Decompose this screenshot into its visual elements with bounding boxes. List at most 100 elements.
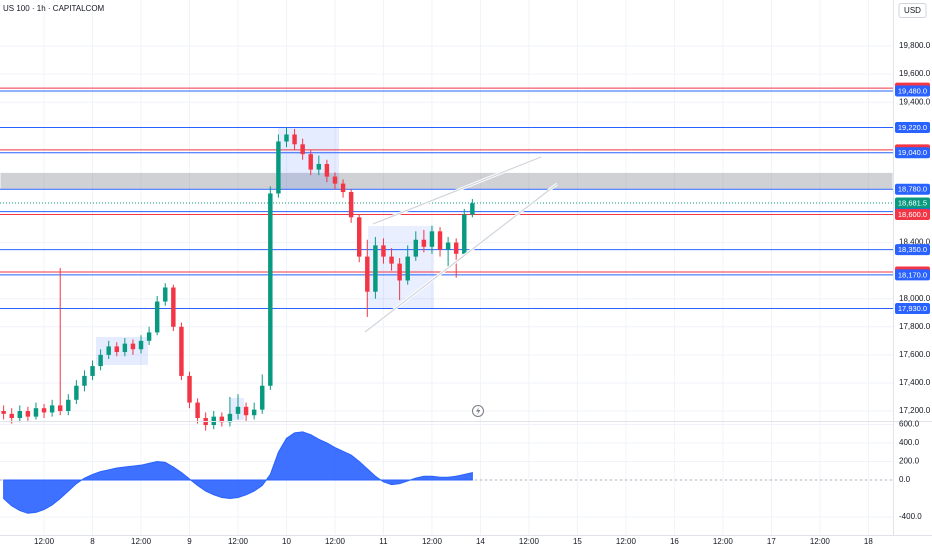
candle-body [243,406,249,416]
level-label: 19,040.0 [898,148,927,157]
level-label-box [895,183,930,195]
levels-layer [0,87,893,310]
candles-layer [1,127,475,431]
osc-y-tick-label: 400.0 [899,438,920,447]
symbol-title: US 100 · 1h · CAPITALCOM [3,4,105,13]
level-label: 18,350.0 [898,245,927,254]
x-tick-label: 12:00 [131,537,152,546]
candle-body [356,217,362,257]
event-icon-glyph [476,407,481,415]
x-tick-label: 11 [379,537,388,546]
level-label: 18,780.0 [898,185,927,194]
zone-layer [0,171,894,190]
candle-body [57,405,63,412]
axis-layer: 17,200.0 17,400.0 17,600.0 17,800.0 18,000.0… [34,41,931,546]
candle-body [389,256,394,264]
y-tick-label: 17,400.0 [899,378,931,387]
candle-body [66,399,71,412]
x-tick-label: 12:00 [325,537,346,546]
candle-body [146,332,152,341]
candle-body [17,411,23,419]
currency-button[interactable] [898,3,927,18]
level-label-box [895,269,930,281]
candle-body [276,141,281,194]
candle-body [195,402,200,419]
level-label: 18,170.0 [898,270,927,279]
candle-body [292,134,297,145]
x-tick-label: 12:00 [34,537,55,546]
level-label-box [895,147,930,159]
candle-body [154,301,160,333]
x-tick-label: 14 [476,537,485,546]
candle-body [98,354,103,367]
candle-body [122,343,128,353]
candle-body [365,256,370,292]
candle-body [397,263,402,281]
candle-body [268,193,273,386]
osc-y-tick-label: 600.0 [899,420,920,429]
x-tick-label: 15 [573,537,582,546]
candle-body [381,245,386,257]
candle-body [324,163,330,177]
candle-body [227,413,233,423]
level-label-box [895,121,930,133]
osc-y-tick-label: 0.0 [899,475,911,484]
y-tick-label: 19,400.0 [899,97,931,106]
candle-body [462,214,467,254]
candle-body [171,287,176,327]
candle-body [308,154,313,170]
candle-body [179,326,184,376]
x-tick-label: 12:00 [616,537,637,546]
osc-y-tick-label: -400.0 [899,512,922,521]
x-tick-label: 12:00 [228,537,249,546]
x-tick-label: 16 [670,537,679,546]
y-tick-label: 18,000.0 [899,294,931,303]
x-tick-label: 9 [187,537,192,546]
candle-body [49,405,55,413]
level-label-box [895,244,930,256]
candle-body [1,411,6,414]
x-tick-label: 10 [282,537,291,546]
level-label: 19,220.0 [898,123,927,132]
price-zone [0,171,894,190]
osc-y-tick-label: 200.0 [899,457,920,466]
oscillator-area [3,431,473,514]
candle-body [316,163,322,170]
candle-body [41,408,47,413]
level-label: 19,480.0 [898,86,927,95]
trend-line [364,183,558,333]
candle-body [251,409,257,416]
x-tick-label: 12:00 [713,537,734,546]
grid-layer [0,0,893,535]
candle-body [405,256,410,281]
candle-body [114,346,119,353]
y-tick-label: 19,800.0 [899,41,931,50]
candle-body [421,239,427,247]
candle-body [9,413,14,419]
candle-body [211,416,216,426]
candle-body [90,366,95,376]
candle-body [453,242,459,254]
candle-body [300,144,305,155]
y-tick-label: 19,600.0 [899,69,931,78]
candle-body [106,346,111,355]
y-tick-label: 17,600.0 [899,350,931,359]
candle-body [413,239,419,257]
candle-body [260,385,265,410]
trend-line [372,156,542,225]
x-tick-label: 18 [864,537,873,546]
candle-body [25,411,31,417]
candle-body [33,408,39,417]
last-price-label: 18,681.5 [898,199,927,208]
candle-body [235,406,241,414]
candle-body [340,183,346,193]
x-tick-label: 12:00 [519,537,540,546]
x-tick-label: 12:00 [422,537,443,546]
x-tick-label: 12:00 [810,537,831,546]
candle-body [74,385,79,400]
candle-body [437,231,443,250]
level-label-box [895,303,930,315]
level-label-box [895,208,930,220]
oscillator-layer [0,431,893,514]
